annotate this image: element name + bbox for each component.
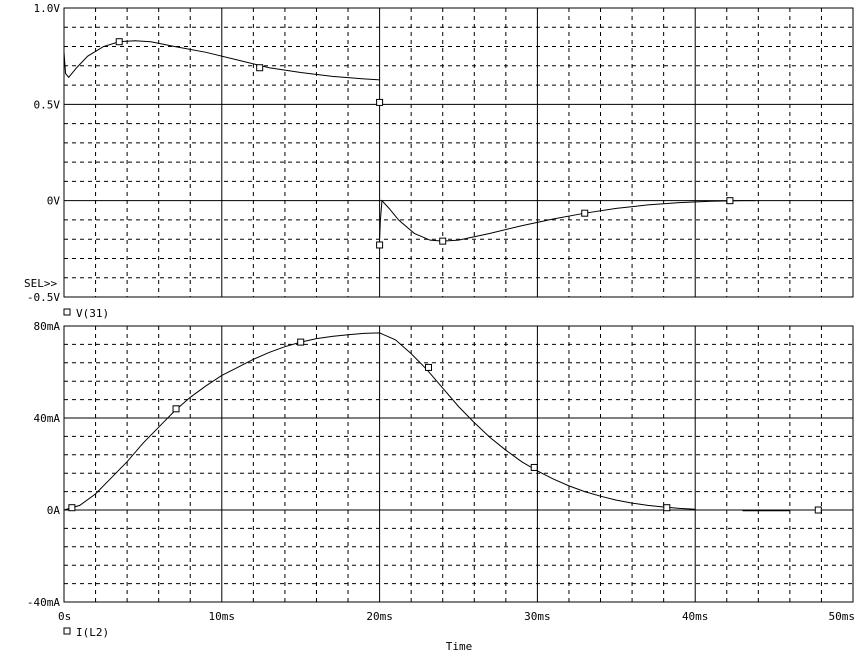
series-marker-il2-1 xyxy=(172,405,180,413)
grid xyxy=(64,326,853,602)
y-tick-label: 40mA xyxy=(34,412,61,425)
series-marker-il2-0 xyxy=(68,504,76,512)
series-marker-v31-5 xyxy=(581,209,589,217)
grid xyxy=(64,8,853,297)
x-tick-label: 0s xyxy=(58,610,71,623)
y-tick-label: 1.0V xyxy=(34,2,61,15)
x-tick-label: 50ms xyxy=(829,610,856,623)
y-tick-label: -40mA xyxy=(27,596,60,609)
series-line-v31-segment-1[interactable] xyxy=(379,199,756,242)
legend-label-il2[interactable]: I(L2) xyxy=(76,626,109,639)
series-marker-il2-4 xyxy=(530,463,538,471)
legend-marker-v31 xyxy=(63,308,71,316)
legend-label-v31[interactable]: V(31) xyxy=(76,307,109,320)
legend-marker-il2 xyxy=(63,627,71,635)
series-marker-il2-6 xyxy=(814,506,822,514)
x-axis-title: Time xyxy=(446,640,473,653)
series-marker-il2-5 xyxy=(663,504,671,512)
x-tick-label: 40ms xyxy=(682,610,709,623)
y-tick-label: 0.5V xyxy=(34,98,61,111)
y-tick-label: 0V xyxy=(47,195,61,208)
series-marker-v31-6 xyxy=(726,197,734,205)
series-marker-il2-2 xyxy=(297,338,305,346)
selector-label[interactable]: SEL>> xyxy=(24,277,57,290)
series-marker-v31-3 xyxy=(376,241,384,249)
y-tick-label: -0.5V xyxy=(27,291,60,304)
x-tick-label: 10ms xyxy=(209,610,236,623)
top-panel-voltage: 1.0V 0.5V 0V -0.5V xyxy=(27,2,854,304)
y-tick-label: 0A xyxy=(47,504,61,517)
series-marker-il2-3 xyxy=(425,363,433,371)
plot-frame[interactable] xyxy=(63,7,854,298)
y-tick-label: 80mA xyxy=(34,320,61,333)
series-marker-v31-1 xyxy=(256,64,264,72)
series-marker-v31-0 xyxy=(115,38,123,46)
series-marker-v31-2 xyxy=(376,98,384,106)
series-line-v31-segment-0[interactable] xyxy=(63,40,380,81)
series-line-il2-segment-0[interactable] xyxy=(63,332,696,511)
x-tick-label: 20ms xyxy=(366,610,393,623)
plot-frame[interactable] xyxy=(63,325,854,603)
x-tick-label: 30ms xyxy=(524,610,551,623)
series-marker-v31-4 xyxy=(439,237,447,245)
